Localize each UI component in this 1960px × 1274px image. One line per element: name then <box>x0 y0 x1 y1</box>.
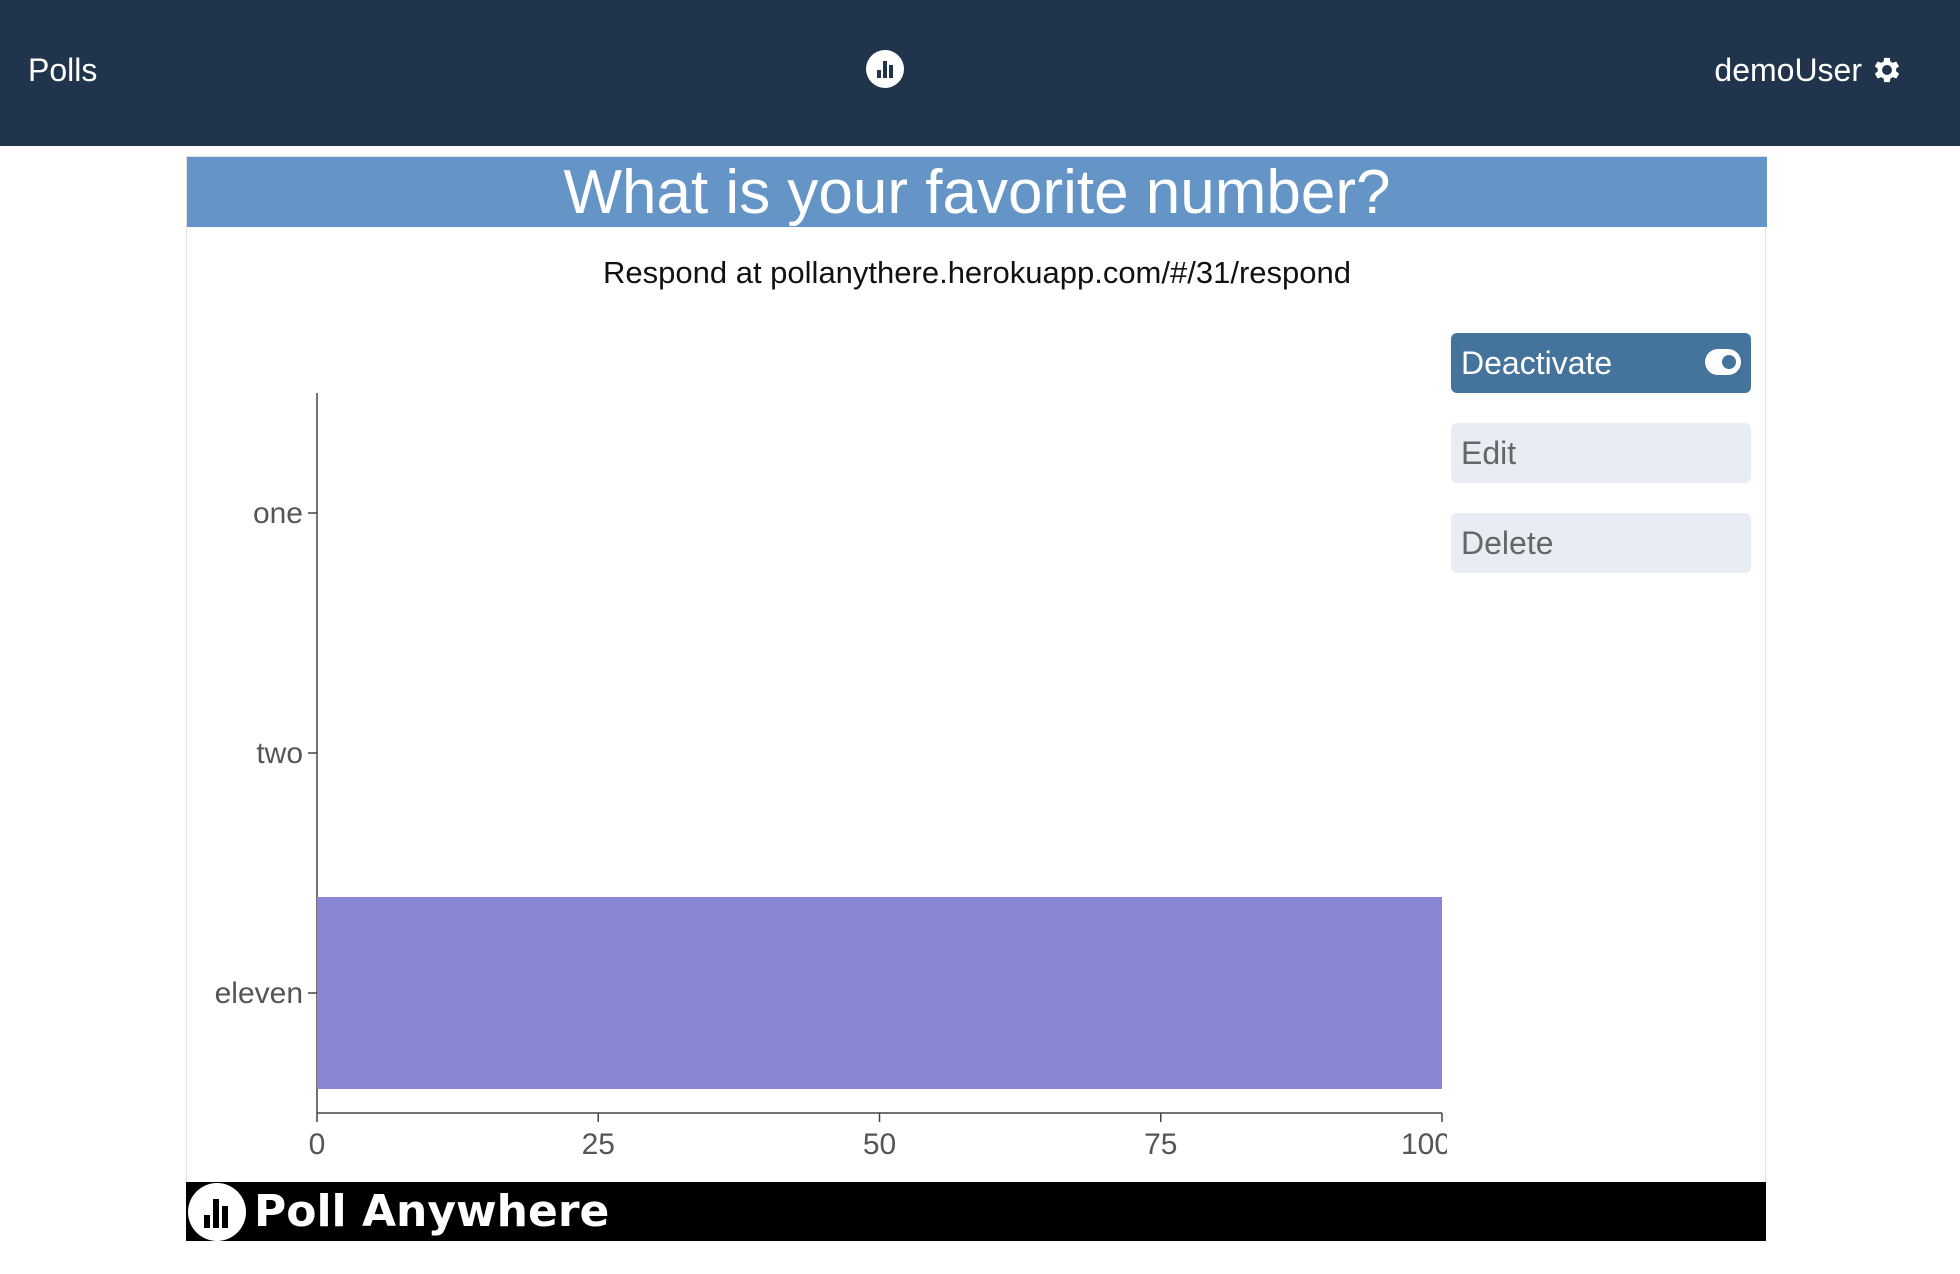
y-tick-label-eleven: eleven <box>215 977 303 1010</box>
x-tick-label-100: 100 <box>1401 1128 1447 1161</box>
x-tick-label-50: 50 <box>863 1128 896 1161</box>
bar-eleven <box>317 897 1442 1089</box>
x-tick-label-0: 0 <box>309 1128 326 1161</box>
y-tick-label-one: one <box>253 497 303 530</box>
toggle-on-icon <box>1705 349 1741 375</box>
user-menu[interactable]: demoUser <box>1714 50 1904 90</box>
deactivate-label: Deactivate <box>1461 345 1613 381</box>
x-tick-label-75: 75 <box>1144 1128 1177 1161</box>
footer-brand-bar: Poll Anywhere <box>186 1182 1766 1241</box>
respond-instructions: Respond at pollanythere.herokuapp.com/#/… <box>603 255 1351 290</box>
edit-button[interactable]: Edit <box>1451 423 1751 483</box>
x-tick-label-25: 25 <box>582 1128 615 1161</box>
poll-card: What is your favorite number? Respond at… <box>186 156 1767 1241</box>
results-bar-chart: one two eleven 0 25 50 75 100 <box>215 393 1447 1161</box>
delete-button[interactable]: Delete <box>1451 513 1751 573</box>
poll-anywhere-logo-icon[interactable] <box>866 50 904 88</box>
polls-nav-link[interactable]: Polls <box>28 52 98 88</box>
navbar: Polls demoUser <box>0 0 1960 146</box>
footer-brand-text: Poll Anywhere <box>254 1186 610 1237</box>
y-tick-label-two: two <box>256 737 303 770</box>
toggle-knob <box>1722 355 1736 369</box>
gear-icon[interactable] <box>1870 53 1904 87</box>
username-label: demoUser <box>1714 51 1862 88</box>
poll-anywhere-logo-icon <box>188 1183 246 1241</box>
poll-title: What is your favorite number? <box>187 157 1767 227</box>
deactivate-button[interactable]: Deactivate <box>1451 333 1751 393</box>
